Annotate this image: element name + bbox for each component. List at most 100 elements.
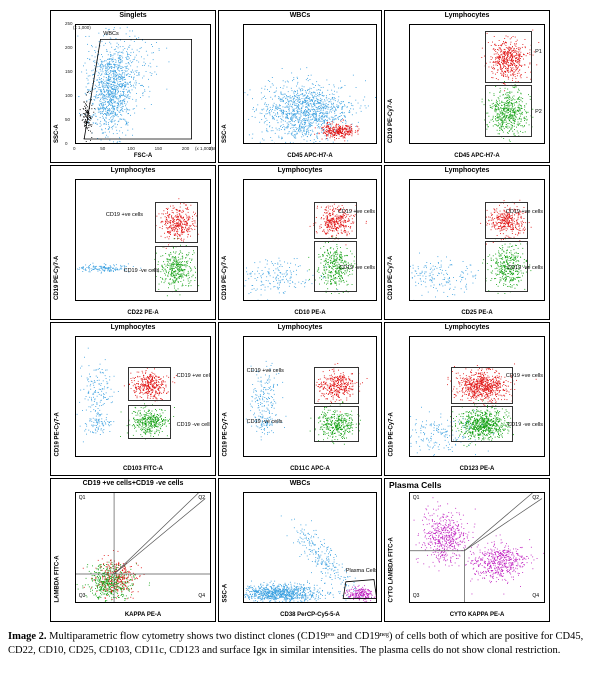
gate-box (450, 405, 514, 443)
y-axis-label: CD19 PE-Cy7-A (54, 411, 60, 456)
dots-cd19-neg (482, 238, 532, 294)
flow-panel: Lymphocytes CD19 +ve cells CD19 -ve cells C… (50, 322, 216, 476)
x-axis-label: CD38 PerCP-Cy5-5-A (280, 612, 340, 618)
flow-panel: Lymphocytes CD19 +ve cells CD19 -ve cells C… (384, 165, 550, 320)
scatter-svg (410, 363, 537, 456)
gate-label: CD19 -ve cells (507, 265, 543, 272)
panel-title: Lymphocytes (277, 167, 323, 174)
y-tick-label: 0 (65, 141, 68, 146)
y-axis-label: LAMBDA FITC-A (54, 554, 60, 602)
dots-cd19-neg (308, 236, 358, 294)
dots-plasma-kappa (465, 534, 544, 595)
gate-label: CD19 -ve cells (507, 421, 543, 428)
y-tick-label: 100 (65, 93, 73, 98)
gate-label: CD19 +ve cells (176, 373, 211, 380)
x-axis-label: CD25 PE-A (461, 310, 493, 316)
gate-box (484, 31, 533, 83)
flow-panel: CD19 +ve cells+CD19 -ve cells Q1 Q2 Q3 Q4 LAM… (50, 478, 216, 622)
dots-cd19-neg (309, 401, 361, 445)
x-tick-label: 0 (73, 146, 76, 151)
plot-area: CD19 +ve cells CD19 -ve cells (243, 336, 377, 457)
gate-label: Plasma Cells (345, 568, 377, 575)
x-tick-label: 150 (154, 146, 163, 151)
dots-other (249, 360, 284, 441)
y-axis-label: CD19 PE-Cy7-A (54, 255, 60, 300)
plot-area: CD19 +ve cells CD19 -ve cells (75, 336, 211, 457)
x-axis-label: CD123 PE-A (459, 466, 495, 472)
panel-title: Lymphocytes (444, 324, 490, 331)
gate-label: P2 (535, 109, 542, 115)
y-tick-label: 150 (65, 69, 73, 74)
x-axis-label: KAPPA PE-A (124, 612, 162, 618)
panel-title: WBCs (289, 480, 311, 487)
y-axis-label: CD19 PE-Cy7-A (222, 411, 228, 456)
dots-cd19-pos (123, 367, 177, 402)
gate-label: CD19 -ve cells (176, 421, 211, 428)
flow-panel: Plasma Cells Q1 Q2 Q3 Q4 CYTO LAMBDA FITC-A CY… (384, 478, 550, 622)
dots-other (244, 257, 339, 300)
gate-label: CD19 +ve cells (505, 209, 543, 216)
quadrant-label: Q1 (412, 495, 420, 502)
dots-cd19-neg (450, 399, 514, 448)
quadrant-line (113, 493, 199, 575)
panel-title: Lymphocytes (444, 167, 490, 174)
dots-plasma-lambda (413, 497, 476, 572)
gate-label: CD19 -ve cells (339, 265, 375, 272)
dots-wbc (78, 29, 146, 143)
flow-panel: WBCs SSC-A CD45 APC-H7-A (218, 10, 382, 163)
y-axis-label: CD19 PE-Cy7-A (388, 98, 394, 143)
flow-panel: Lymphocytes CD19 +ve cells CD19 -ve cells C… (50, 165, 216, 320)
plot-area (243, 24, 377, 144)
plot-area: WBCs (75, 24, 211, 144)
plot-area: Plasma Cells (243, 492, 377, 603)
dots-cd19-neg (120, 403, 175, 440)
panel-title: Lymphocytes (110, 167, 156, 174)
plot-area: CD19 +ve cells CD19 -ve cells (409, 179, 545, 301)
gate-box (484, 201, 529, 239)
x-axis-label: CD10 PE-A (294, 310, 326, 316)
scatter-svg (77, 198, 200, 297)
y-axis-label: CD19 PE-Cy7-A (388, 255, 394, 300)
dots-other-low (79, 411, 115, 443)
dots-other (77, 262, 142, 274)
dots-cd19-pos (315, 363, 368, 413)
x-axis-label: FSC-A (133, 153, 153, 159)
gate-box (154, 201, 199, 244)
panel-title: CD19 +ve cells+CD19 -ve cells (82, 480, 184, 487)
panel-title: Lymphocytes (110, 324, 156, 331)
quadrant-label: Q4 (532, 592, 540, 599)
y-tick-label: 50 (65, 117, 71, 122)
flow-panel: Lymphocytes P1 P2 CD19 PE-Cy7-A CD45 APC-H7-… (384, 10, 550, 163)
x-axis-label: CD45 APC-H7-A (454, 153, 500, 159)
y-axis-label: SSC-A (222, 124, 228, 143)
scatter-svg (481, 29, 540, 142)
gate-box (313, 367, 360, 404)
y-tick-label: 250 (65, 21, 73, 26)
panel-title: Lymphocytes (277, 324, 323, 331)
scatter-svg (76, 347, 177, 443)
dots-cd19-neg (153, 237, 200, 297)
x-axis-label: CD103 FITC-A (122, 466, 163, 472)
gate-box (450, 367, 514, 404)
gate-box (154, 245, 199, 293)
dots-wbc (244, 67, 376, 143)
y-tick-label: 200 (65, 45, 73, 50)
panel-title: Lymphocytes (444, 12, 490, 19)
dots-other-low (245, 412, 287, 438)
scatter-svg (244, 515, 376, 602)
gate-box (484, 85, 533, 137)
flow-panel: Lymphocytes CD19 +ve cells CD19 -ve cells C… (218, 322, 382, 476)
gate-box (484, 241, 529, 293)
figure-grid: Singlets WBCs SSC-A FSC-A 0 50 100 150 200 250 0 50… (50, 10, 550, 622)
x-tick-label: 100 (127, 146, 135, 151)
y-axis-label: CD19 PE-Cy7-A (222, 255, 228, 300)
dots-cd19-pos (480, 199, 532, 245)
gate-label: P1 (535, 49, 542, 55)
scatter-svg (244, 67, 376, 143)
x-tick-label: 200 (181, 146, 190, 151)
dots-lymphocytes (314, 119, 360, 142)
gate-label: CD19 -ve cells (123, 267, 160, 274)
dots-cd19-pos (155, 198, 199, 249)
figure-caption: Image 2. Multiparametric flow cytometry … (8, 630, 592, 658)
plot-area: Q1 Q2 Q3 Q4 (75, 492, 211, 603)
